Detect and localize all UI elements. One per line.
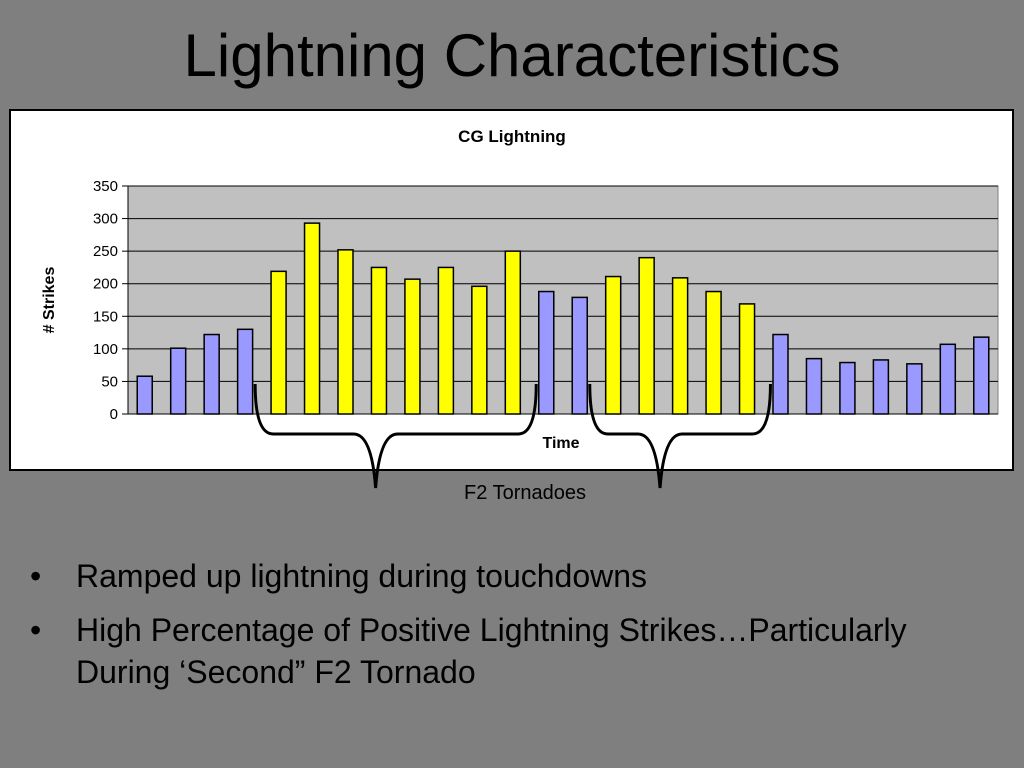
bar-tornado (337, 249, 354, 415)
bar-tornado (303, 222, 321, 415)
tornado-brace (253, 383, 538, 489)
bar-series (136, 222, 990, 415)
y-tick-label: 300 (93, 211, 118, 228)
lightning-chart: CG Lightning 0 50 100 150 200 250 300 350 # Str… (9, 109, 1014, 500)
bar-tornado (270, 270, 287, 415)
y-tick-label: 100 (93, 341, 118, 358)
bar-normal (906, 363, 923, 415)
y-tick-label: 150 (93, 308, 118, 325)
bullet-list: • Ramped up lightning during touchdowns … (30, 555, 1000, 705)
bar-normal (136, 375, 153, 415)
bar-tornado (437, 266, 455, 415)
bar-tornado (604, 275, 622, 415)
bar-tornado (638, 256, 655, 415)
bullet-item: • Ramped up lightning during touchdowns (30, 555, 1000, 597)
bar-tornado (738, 303, 756, 415)
bar-normal (538, 290, 555, 415)
bar-normal (839, 361, 856, 415)
y-tick-label: 50 (101, 373, 118, 390)
bar-normal (973, 336, 990, 415)
bar-normal (169, 347, 187, 415)
bar-normal (772, 333, 789, 415)
tornado-braces (253, 383, 772, 489)
bullet-item: • High Percentage of Positive Lightning … (30, 609, 1000, 693)
y-axis-label: # Strikes (41, 267, 58, 334)
bullet-text: High Percentage of Positive Lightning St… (76, 612, 907, 690)
bar-tornado (705, 290, 722, 415)
bar-normal (236, 328, 254, 415)
y-tick-label: 0 (110, 406, 118, 423)
bar-tornado (404, 278, 421, 415)
y-tick-label: 250 (93, 243, 118, 260)
y-axis-ticks: 0 50 100 150 200 250 300 350 (93, 178, 128, 423)
bar-tornado (671, 277, 689, 415)
tornado-annotation: F2 Tornadoes (464, 482, 586, 500)
bar-normal (805, 357, 823, 415)
y-tick-label: 200 (93, 276, 118, 293)
bar-normal (203, 333, 220, 415)
bar-tornado (471, 285, 488, 415)
slide-title: Lightning Characteristics (183, 22, 841, 89)
bar-normal (939, 343, 957, 415)
bullet-dot-icon: • (30, 558, 42, 594)
bar-tornado (504, 250, 522, 415)
bullet-dot-icon: • (30, 612, 42, 648)
bar-normal (872, 359, 890, 415)
chart-title: CG Lightning (458, 127, 566, 146)
bar-tornado (370, 266, 388, 415)
plot-area (127, 185, 999, 415)
y-tick-label: 350 (93, 178, 118, 195)
bullet-text: Ramped up lightning during touchdowns (76, 558, 648, 594)
x-axis-label: Time (542, 435, 579, 452)
bar-normal (571, 296, 588, 415)
tornado-brace (588, 383, 772, 489)
